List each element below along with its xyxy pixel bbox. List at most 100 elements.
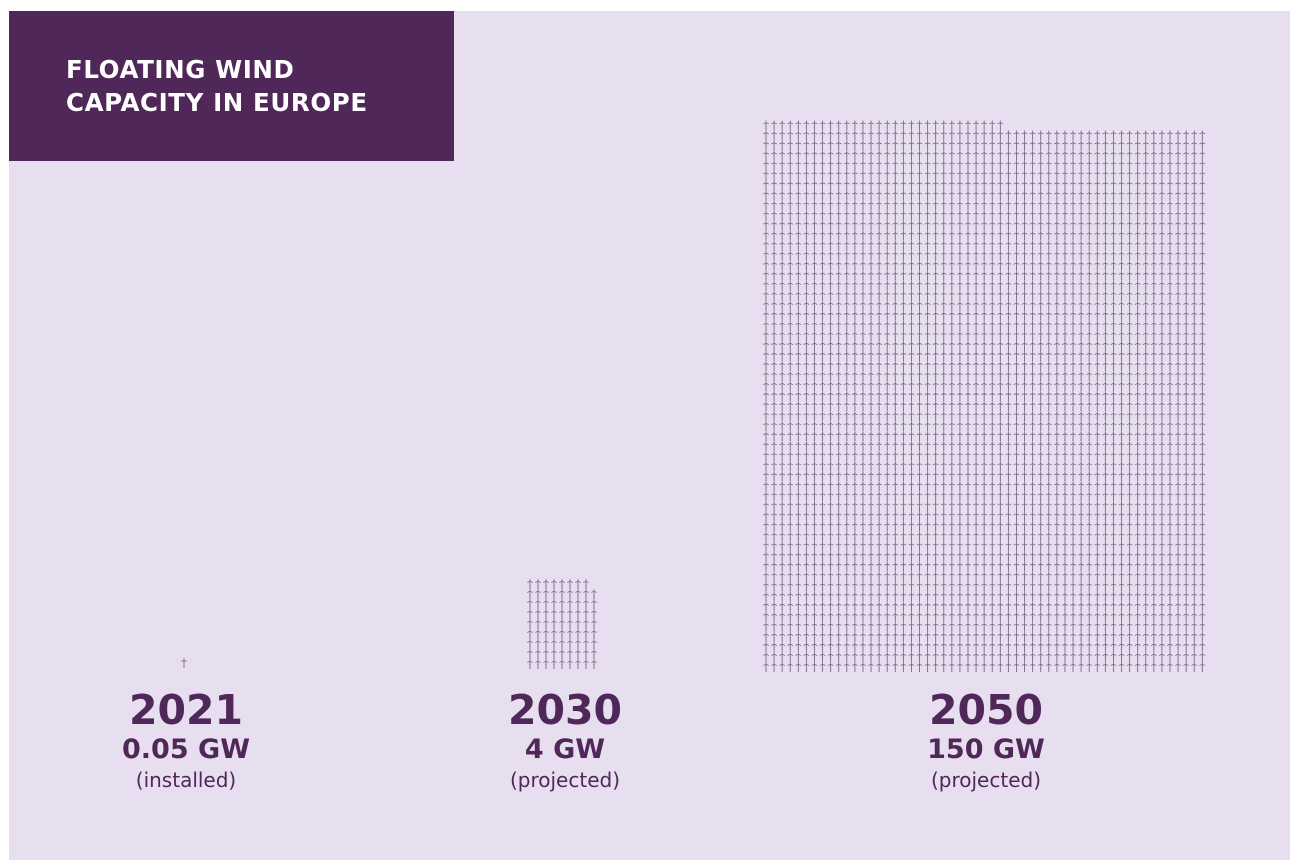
wind-turbine-icon (843, 320, 851, 331)
wind-turbine-icon (972, 341, 980, 352)
wind-turbine-icon (1094, 621, 1101, 632)
wind-turbine-icon (770, 521, 778, 532)
wind-turbine-icon (900, 461, 907, 472)
wind-turbine-icon (835, 611, 842, 622)
wind-turbine-icon (1069, 381, 1077, 392)
wind-turbine-icon (940, 561, 948, 572)
year-label-2030: 2030 (507, 686, 623, 734)
wind-turbine-icon (875, 531, 883, 542)
wind-turbine-icon (1102, 270, 1109, 281)
wind-turbine-icon (1182, 341, 1190, 352)
wind-turbine-icon (972, 230, 980, 241)
wind-turbine-icon (795, 421, 802, 432)
wind-turbine-icon (916, 621, 923, 632)
wind-turbine-icon (940, 290, 948, 301)
wind-turbine-icon (948, 180, 956, 191)
wind-turbine-icon (1094, 260, 1101, 271)
wind-turbine-icon (1029, 190, 1036, 201)
wind-turbine-icon (940, 130, 948, 141)
wind-turbine-icon (1126, 551, 1133, 562)
wind-turbine-icon (900, 150, 907, 161)
wind-turbine-icon (900, 471, 907, 482)
wind-turbine-icon (1158, 341, 1166, 352)
wind-turbine-icon (1069, 631, 1077, 642)
wind-turbine-icon (997, 351, 1004, 362)
wind-turbine-icon (924, 591, 931, 602)
wind-turbine-icon (1094, 601, 1101, 612)
wind-turbine-icon (1005, 190, 1012, 201)
wind-turbine-icon (1118, 401, 1125, 412)
wind-turbine-icon (1045, 230, 1053, 241)
wind-turbine-icon (1199, 441, 1206, 452)
wind-turbine-icon (843, 491, 851, 502)
wind-turbine-icon (1037, 260, 1044, 271)
wind-turbine-icon (1126, 320, 1133, 331)
wind-turbine-icon (964, 471, 972, 482)
wind-turbine-icon (859, 200, 867, 211)
wind-turbine-icon (1190, 371, 1198, 382)
wind-turbine-icon (770, 190, 778, 201)
wind-turbine-icon (964, 391, 972, 402)
wind-turbine-icon (835, 511, 842, 522)
wind-turbine-icon (1182, 300, 1190, 311)
wind-turbine-icon (956, 300, 964, 311)
wind-turbine-icon (803, 351, 810, 362)
wind-turbine-icon (908, 270, 915, 281)
wind-turbine-icon (1053, 641, 1061, 652)
wind-turbine-icon (1142, 220, 1150, 231)
wind-turbine-icon (997, 621, 1004, 632)
wind-turbine-icon (859, 571, 867, 582)
wind-turbine-icon (924, 260, 931, 271)
wind-turbine-icon (558, 609, 566, 619)
wind-turbine-icon (1069, 310, 1077, 321)
wind-turbine-icon (1037, 581, 1044, 592)
wind-turbine-icon (1174, 140, 1182, 151)
wind-turbine-icon (1029, 180, 1036, 191)
wind-turbine-icon (916, 571, 923, 582)
wind-turbine-icon (770, 130, 778, 141)
wind-turbine-icon (762, 120, 770, 131)
wind-turbine-icon (1029, 371, 1036, 382)
wind-turbine-icon (1021, 551, 1028, 562)
wind-turbine-icon (867, 461, 875, 472)
wind-turbine-icon (542, 619, 550, 629)
wind-turbine-icon (1134, 411, 1141, 422)
wind-turbine-icon (997, 320, 1004, 331)
wind-turbine-icon (980, 521, 988, 532)
wind-turbine-icon (892, 210, 899, 221)
wind-turbine-icon (988, 651, 996, 662)
wind-turbine-icon (1174, 190, 1182, 201)
wind-turbine-icon (1142, 381, 1150, 392)
wind-turbine-icon (1021, 581, 1028, 592)
wind-turbine-icon (1142, 611, 1150, 622)
wind-turbine-icon (908, 351, 915, 362)
wind-turbine-icon (819, 431, 826, 442)
wind-turbine-icon (1037, 150, 1044, 161)
wind-turbine-icon (1110, 240, 1117, 251)
wind-turbine-icon (988, 411, 996, 422)
wind-turbine-icon (900, 641, 907, 652)
wind-turbine-icon (1077, 150, 1085, 161)
wind-turbine-icon (803, 601, 810, 612)
wind-turbine-icon (1118, 431, 1125, 442)
wind-turbine-icon (988, 130, 996, 141)
wind-turbine-icon (988, 351, 996, 362)
wind-turbine-icon (916, 210, 923, 221)
wind-turbine-icon (1134, 471, 1141, 482)
wind-turbine-icon (956, 471, 964, 482)
wind-turbine-icon (859, 421, 867, 432)
wind-turbine-icon (948, 601, 956, 612)
wind-turbine-icon (1037, 320, 1044, 331)
wind-turbine-icon (1061, 210, 1069, 221)
wind-turbine-icon (827, 451, 834, 462)
wind-turbine-icon (534, 609, 542, 619)
wind-turbine-icon (1150, 561, 1158, 572)
wind-turbine-icon (1077, 461, 1085, 472)
wind-turbine-icon (1053, 521, 1061, 532)
wind-turbine-icon (1029, 170, 1036, 181)
wind-turbine-icon (972, 270, 980, 281)
wind-turbine-icon (803, 320, 810, 331)
wind-turbine-icon (916, 661, 923, 672)
wind-turbine-icon (574, 579, 582, 589)
wind-turbine-icon (867, 591, 875, 602)
